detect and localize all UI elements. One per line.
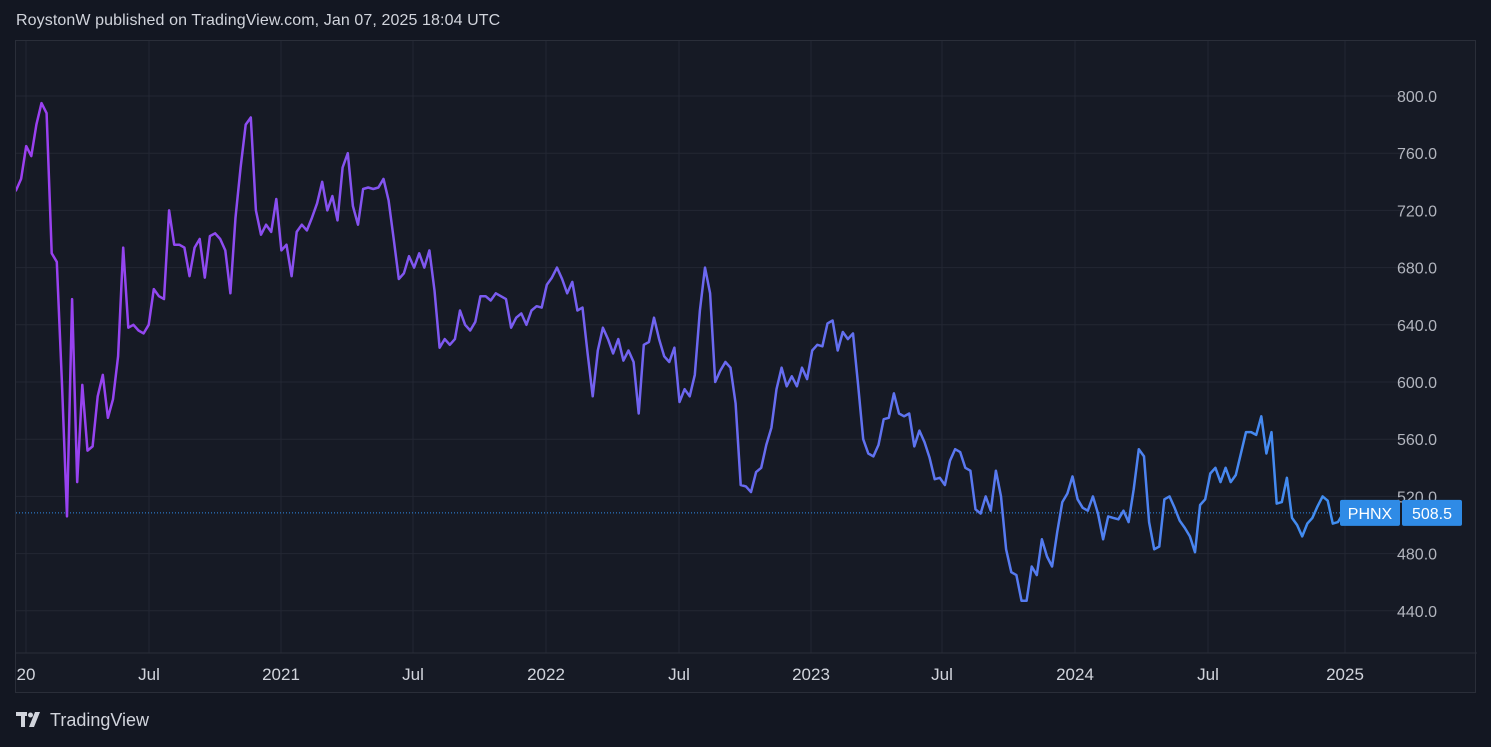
y-tick-label: 480.0 [1397, 547, 1437, 564]
x-tick-label: Jul [138, 665, 160, 684]
x-tick-label: Jul [402, 665, 424, 684]
symbol-label: PHNX [1348, 506, 1393, 523]
publish-header: RoystonW published on TradingView.com, J… [16, 12, 501, 29]
y-tick-label: 800.0 [1397, 89, 1437, 106]
last-price-label: PHNX 508.5 [1340, 499, 1462, 526]
price-label-bg [1402, 499, 1462, 526]
x-tick-label: Jul [1197, 665, 1219, 684]
x-tick-label: 2021 [262, 665, 300, 684]
price-chart[interactable]: 800.0760.0720.0680.0640.0600.0560.0520.0… [16, 41, 1477, 694]
y-tick-label: 440.0 [1397, 604, 1437, 621]
x-tick-label: Jul [668, 665, 690, 684]
y-tick-label: 760.0 [1397, 146, 1437, 163]
x-tick-label: 2024 [1056, 665, 1094, 684]
price-series-line[interactable] [16, 101, 1345, 603]
x-tick-label: 2023 [792, 665, 830, 684]
tradingview-logo-icon[interactable] [16, 709, 42, 731]
footer: TradingView [16, 709, 149, 731]
y-tick-label: 680.0 [1397, 261, 1437, 278]
x-tick-label: Jul [931, 665, 953, 684]
y-tick-label: 720.0 [1397, 203, 1437, 220]
symbol-label-bg [1340, 499, 1400, 526]
y-tick-label: 600.0 [1397, 375, 1437, 392]
x-tick-label: 2022 [527, 665, 565, 684]
x-tick-label: 2025 [1326, 665, 1364, 684]
y-tick-label: 560.0 [1397, 432, 1437, 449]
y-tick-label: 640.0 [1397, 318, 1437, 335]
x-tick-label: 20 [17, 665, 36, 684]
chart-panel[interactable]: 800.0 760.0 720.0 680.0 640.0 600.0 560.0 520.0… [15, 40, 1477, 694]
footer-brand: TradingView [50, 709, 150, 730]
last-price-value: 508.5 [1412, 506, 1452, 523]
